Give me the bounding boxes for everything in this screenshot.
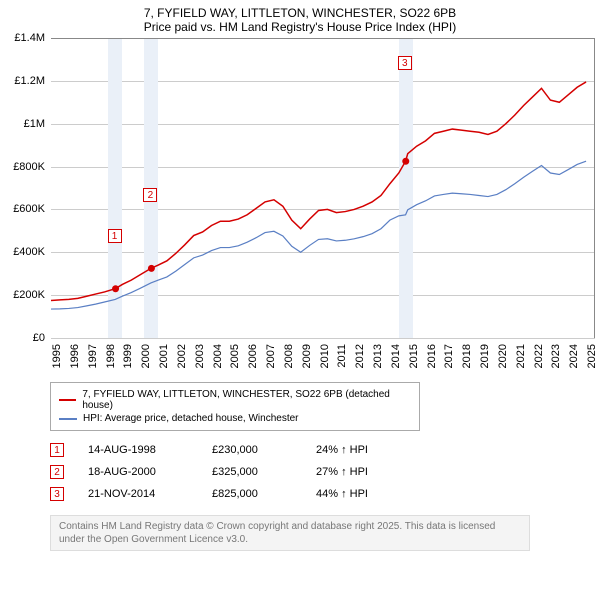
x-axis-label: 2020 [497,344,509,368]
data-point [112,285,119,292]
legend-label-hpi: HPI: Average price, detached house, Winc… [83,413,299,424]
x-axis-label: 1999 [122,344,134,368]
sales-row-diff: 27% ↑ HPI [316,466,416,478]
sales-row: 2 18-AUG-2000 £325,000 27% ↑ HPI [50,461,490,483]
legend-swatch-hpi [59,418,77,420]
x-axis-label: 2015 [408,344,420,368]
x-axis-label: 2023 [550,344,562,368]
sales-row-date: 18-AUG-2000 [88,466,188,478]
sales-row-marker: 1 [50,443,64,457]
sale-marker-1: 1 [108,229,122,243]
sales-row-marker: 3 [50,487,64,501]
data-point [402,158,409,165]
x-axis-label: 2007 [265,344,277,368]
x-axis-label: 2005 [229,344,241,368]
x-axis-label: 2000 [140,344,152,368]
series-line-property [51,82,586,301]
x-axis-label: 2002 [176,344,188,368]
data-point [148,265,155,272]
x-axis-label: 2021 [515,344,527,368]
sale-marker-3: 3 [398,56,412,70]
sales-row-marker: 2 [50,465,64,479]
sales-row-diff: 24% ↑ HPI [316,444,416,456]
x-axis-label: 2018 [461,344,473,368]
x-axis-label: 2011 [336,344,348,368]
x-axis-label: 1995 [51,344,63,368]
legend: 7, FYFIELD WAY, LITTLETON, WINCHESTER, S… [50,382,420,431]
x-axis-label: 2013 [372,344,384,368]
footnote: Contains HM Land Registry data © Crown c… [50,515,530,551]
sale-marker-2: 2 [143,188,157,202]
x-axis-label: 2010 [319,344,331,368]
x-axis-label: 2004 [212,344,224,368]
x-axis-label: 2009 [301,344,313,368]
x-axis-label: 2014 [390,344,402,368]
x-axis-label: 2022 [533,344,545,368]
x-axis-label: 2012 [354,344,366,368]
chart-area: £0£200K£400K£600K£800K£1M£1.2M£1.4M 123 … [5,38,595,378]
sales-row-diff: 44% ↑ HPI [316,488,416,500]
x-axis-label: 2008 [283,344,295,368]
sales-row-price: £825,000 [212,488,292,500]
x-axis-label: 1996 [69,344,81,368]
x-axis-label: 2006 [247,344,259,368]
x-axis-label: 2017 [443,344,455,368]
series-line-hpi [51,161,586,309]
x-axis-label: 2019 [479,344,491,368]
legend-swatch-property [59,399,76,401]
chart-title: 7, FYFIELD WAY, LITTLETON, WINCHESTER, S… [0,0,600,20]
x-axis-label: 2016 [426,344,438,368]
sales-row: 1 14-AUG-1998 £230,000 24% ↑ HPI [50,439,490,461]
legend-item-property: 7, FYFIELD WAY, LITTLETON, WINCHESTER, S… [59,389,411,411]
legend-label-property: 7, FYFIELD WAY, LITTLETON, WINCHESTER, S… [82,389,411,411]
x-axis-label: 1998 [105,344,117,368]
sales-row-price: £325,000 [212,466,292,478]
legend-item-hpi: HPI: Average price, detached house, Winc… [59,413,411,424]
x-axis-label: 1997 [87,344,99,368]
sales-row-date: 14-AUG-1998 [88,444,188,456]
sales-table: 1 14-AUG-1998 £230,000 24% ↑ HPI 2 18-AUG-200… [50,439,490,505]
sales-row-price: £230,000 [212,444,292,456]
x-axis-label: 2003 [194,344,206,368]
sales-row: 3 21-NOV-2014 £825,000 44% ↑ HPI [50,483,490,505]
chart-subtitle: Price paid vs. HM Land Registry's House … [0,20,600,38]
x-axis-label: 2025 [586,344,598,368]
sales-row-date: 21-NOV-2014 [88,488,188,500]
x-axis-label: 2024 [568,344,580,368]
plot-svg [5,38,595,340]
x-axis-label: 2001 [158,344,170,368]
